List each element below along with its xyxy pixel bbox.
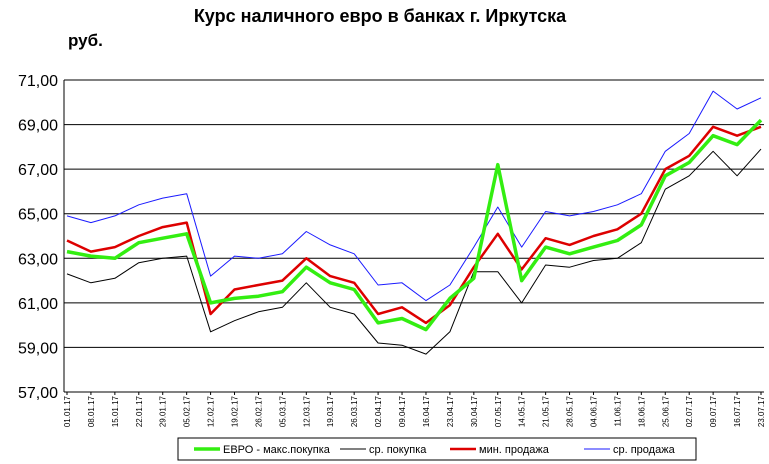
y-tick-label: 63,00: [18, 251, 58, 268]
y-tick-label: 71,00: [18, 73, 58, 90]
x-tick-label: 08.01.17: [87, 395, 96, 427]
y-axis: 57,00 59,00 61,00 63,00 65,00 67,00 69,00 71,00: [18, 73, 65, 402]
x-tick-label: 22.01.17: [135, 395, 144, 427]
y-tick-label: 59,00: [18, 340, 58, 357]
x-tick-label: 25.06.17: [661, 395, 670, 427]
x-tick-label: 26.03.17: [350, 395, 359, 427]
grid-lines: [64, 79, 764, 393]
series-line-2: [66, 125, 762, 325]
x-tick-label: 30.04.17: [470, 395, 479, 427]
series-line-3: [66, 90, 762, 302]
x-tick-label: 14.05.17: [518, 395, 527, 427]
x-tick-label: 18.06.17: [637, 395, 646, 427]
series-line-1: [66, 148, 762, 355]
x-tick-label: 15.01.17: [111, 395, 120, 427]
legend-label: ср. продажа: [613, 444, 676, 456]
x-tick-label: 01.01.17: [63, 395, 72, 427]
y-tick-label: 67,00: [18, 162, 58, 179]
plot-area: [64, 58, 764, 394]
x-tick-label: 02.07.17: [685, 395, 694, 427]
x-tick-label: 05.03.17: [278, 395, 287, 427]
x-tick-label: 28.05.17: [566, 395, 575, 427]
x-tick-label: 23.07.17: [757, 395, 766, 427]
x-tick-label: 19.03.17: [326, 395, 335, 427]
series-line-0: [66, 118, 763, 332]
legend-label: ср. покупка: [369, 444, 427, 456]
y-axis-unit: руб.: [68, 31, 103, 50]
y-tick-label: 65,00: [18, 207, 58, 224]
x-tick-label: 16.04.17: [422, 395, 431, 427]
legend-label: мин. продажа: [479, 444, 550, 456]
x-tick-label: 04.06.17: [589, 395, 598, 427]
y-tick-label: 57,00: [18, 385, 58, 402]
series-lines: [66, 90, 763, 355]
legend: ЕВРО - макс.покупка ср. покупка мин. прода…: [177, 437, 697, 461]
x-tick-label: 05.02.17: [183, 395, 192, 427]
y-tick-label: 69,00: [18, 118, 58, 135]
legend-label: ЕВРО - макс.покупка: [223, 444, 331, 456]
x-tick-label: 21.05.17: [542, 395, 551, 427]
chart-title: Курс наличного евро в банках г. Иркутска: [194, 6, 567, 26]
x-tick-label: 07.05.17: [494, 395, 503, 427]
x-tick-label: 16.07.17: [733, 395, 742, 427]
x-tick-label: 12.02.17: [207, 395, 216, 427]
x-tick-label: 12.03.17: [302, 395, 311, 427]
x-tick-label: 26.02.17: [254, 395, 263, 427]
y-tick-label: 61,00: [18, 296, 58, 313]
x-tick-label: 09.07.17: [709, 395, 718, 427]
x-tick-label: 19.02.17: [231, 395, 240, 427]
legend-box: [177, 437, 697, 461]
x-tick-label: 11.06.17: [613, 395, 622, 426]
x-tick-label: 09.04.17: [398, 395, 407, 427]
x-tick-label: 23.04.17: [446, 395, 455, 427]
x-tick-label: 02.04.17: [374, 395, 383, 427]
x-axis: 01.01.17 08.01.17 15.01.17 22.01.17 29.01.17…: [63, 392, 766, 427]
x-tick-label: 29.01.17: [159, 395, 168, 427]
